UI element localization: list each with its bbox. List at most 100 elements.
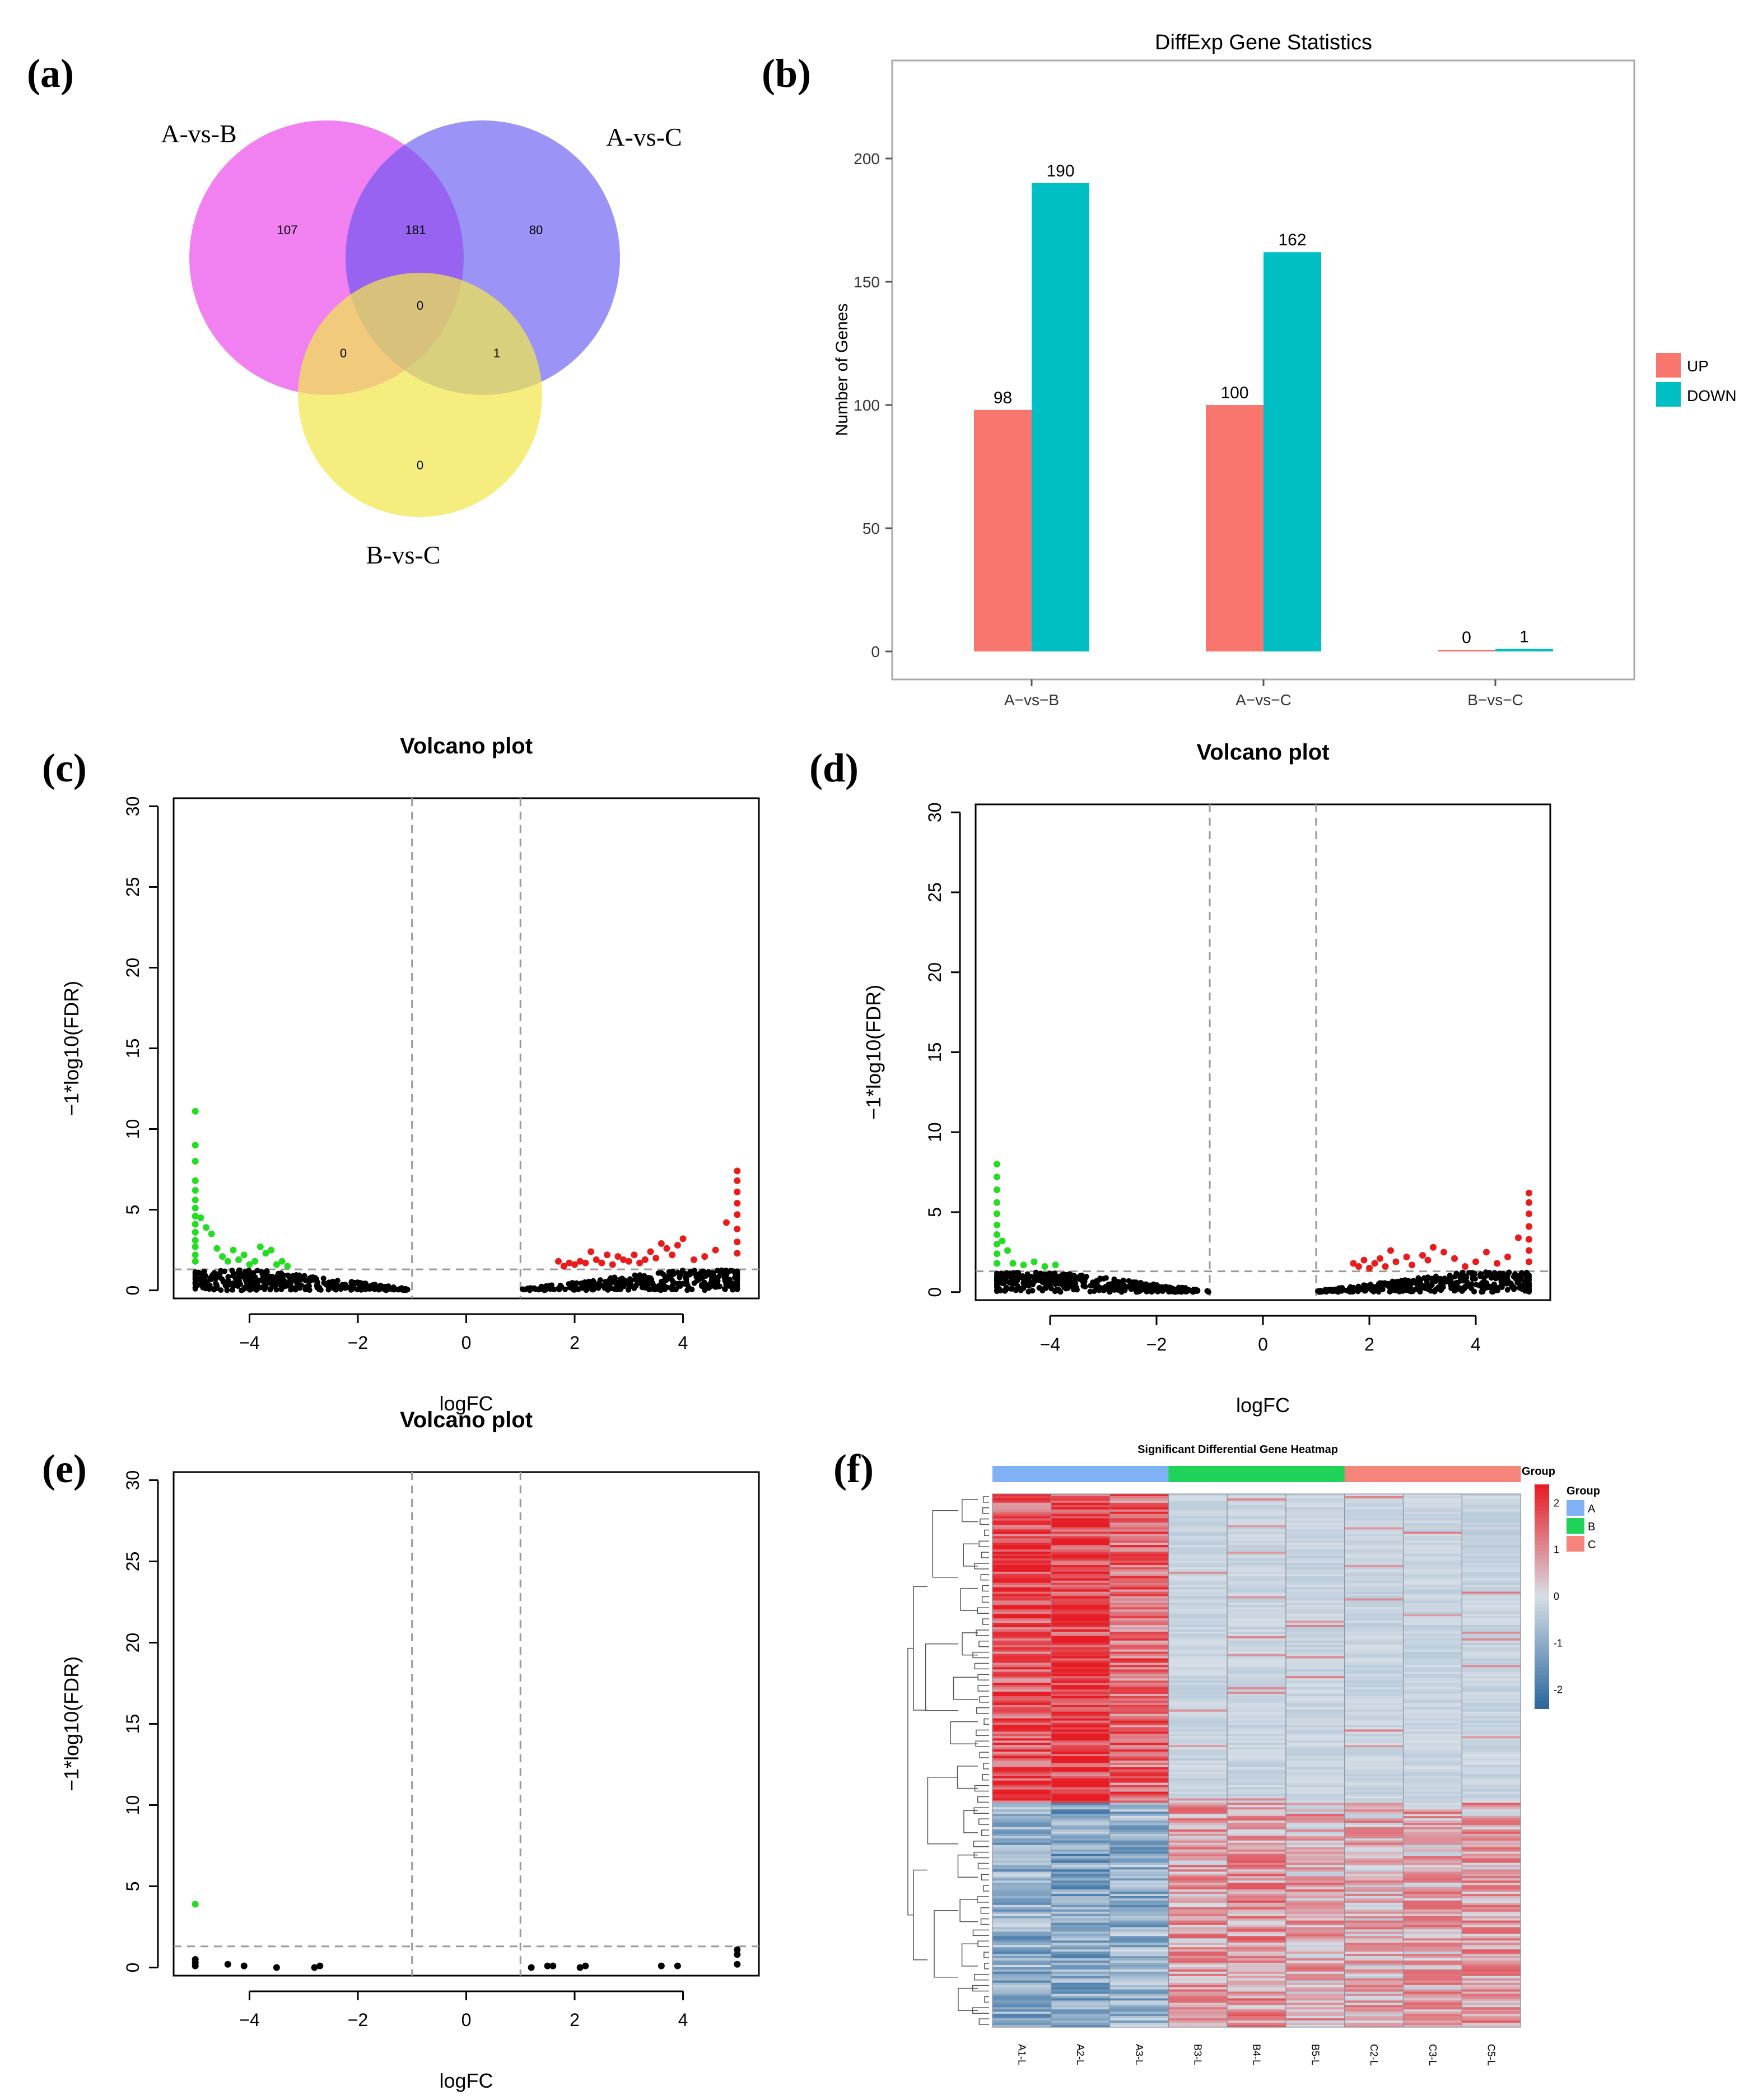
heatmap-cell <box>1051 1498 1111 1501</box>
heatmap-cell <box>1403 2003 1462 2005</box>
heatmap-cell <box>1109 1518 1169 1521</box>
volcano-point-ns <box>734 1946 741 1953</box>
volcano-point-down <box>192 1142 199 1149</box>
heatmap-cell <box>1285 1647 1345 1650</box>
heatmap-cell <box>1051 1845 1111 1848</box>
volcano-point-up <box>690 1256 697 1263</box>
volcano-point-ns <box>1345 1288 1351 1294</box>
heatmap-cell <box>1109 1573 1169 1577</box>
heatmap-cell <box>992 1902 1052 1906</box>
volcano-point-ns <box>1195 1288 1201 1294</box>
volcano-point-ns <box>649 1277 655 1283</box>
heatmap-cell <box>1109 1773 1169 1777</box>
heatmap-cell <box>1051 1860 1111 1864</box>
volcano-point-ns <box>721 1273 727 1279</box>
heatmap-cell <box>1168 1631 1228 1635</box>
heatmap-cell <box>1109 1909 1169 1912</box>
heatmap-cell <box>992 1540 1052 1543</box>
volcano-point-ns <box>619 1280 626 1286</box>
heatmap-cell <box>1344 1687 1404 1690</box>
heatmap-cell <box>992 1621 1052 1623</box>
heatmap-cell <box>1403 1769 1462 1772</box>
heatmap-cell <box>1227 1909 1286 1912</box>
heatmap-cell <box>1344 1571 1404 1575</box>
heatmap-cell <box>1109 2020 1169 2023</box>
volcano-point-up <box>1451 1255 1458 1262</box>
heatmap-cell <box>992 1805 1052 1808</box>
volcano-point-ns <box>1150 1281 1157 1287</box>
heatmap-cell <box>1344 1585 1404 1588</box>
heatmap-cell <box>1109 1656 1169 1659</box>
heatmap-cell <box>1227 1925 1286 1928</box>
heatmap-title: Significant Differential Gene Heatmap <box>1137 1444 1338 1456</box>
heatmap-cell <box>1403 1823 1462 1826</box>
heatmap-cell <box>1462 1520 1521 1524</box>
heatmap-cell <box>1109 1756 1169 1759</box>
heatmap-cell <box>1168 1547 1228 1550</box>
volcano-point-ns <box>1400 1288 1406 1294</box>
heatmap-cell <box>1344 1958 1404 1961</box>
heatmap-cell <box>1051 1761 1111 1763</box>
heatmap-cell <box>1462 1791 1521 1795</box>
heatmap-cell <box>1344 1689 1404 1692</box>
heatmap-cell <box>992 1705 1052 1708</box>
heatmap-cell <box>1462 1987 1521 1990</box>
heatmap-cell <box>1462 1945 1521 1948</box>
bar-value-label: 0 <box>1462 628 1471 647</box>
heatmap-cell <box>1344 1787 1404 1790</box>
volcano-point-ns <box>355 1287 361 1293</box>
heatmap-cell <box>1344 1911 1404 1915</box>
heatmap-cell <box>992 1954 1052 1957</box>
heatmap-cell <box>1168 1758 1228 1761</box>
volcano-x-tick-label: −4 <box>239 2010 259 2030</box>
heatmap-cell <box>1051 1545 1111 1548</box>
heatmap-cell <box>1168 1520 1228 1524</box>
heatmap-cell <box>1403 2011 1462 2014</box>
heatmap-cell <box>1168 1600 1228 1603</box>
heatmap-cell <box>1285 1603 1345 1605</box>
heatmap-cell <box>1168 1812 1228 1814</box>
heatmap-cell <box>1285 1931 1345 1934</box>
heatmap-cell <box>1227 1945 1286 1948</box>
heatmap-cell <box>1051 1633 1111 1637</box>
heatmap-cell <box>1344 1547 1404 1550</box>
heatmap-cell <box>1109 1887 1169 1890</box>
heatmap-cell <box>1285 1660 1345 1664</box>
heatmap-cell <box>1168 1505 1228 1508</box>
heatmap-cell <box>1403 1582 1462 1586</box>
heatmap-cell <box>1344 1916 1404 1919</box>
heatmap-cell <box>1168 1713 1228 1717</box>
heatmap-cell <box>1227 1505 1286 1508</box>
heatmap-cell <box>1109 2003 1169 2005</box>
heatmap-cell <box>1051 1543 1111 1545</box>
heatmap-cell <box>1403 1511 1462 1515</box>
color-scale-segment <box>1535 1697 1549 1702</box>
heatmap-cell <box>1403 1954 1462 1957</box>
heatmap-cell <box>1403 1773 1462 1777</box>
heatmap-cell <box>1227 1520 1286 1524</box>
heatmap-cell <box>1051 1971 1111 1975</box>
color-scale-segment <box>1535 1540 1549 1545</box>
heatmap-cell <box>1109 1871 1169 1874</box>
heatmap-cell <box>1462 1498 1521 1501</box>
heatmap-cell <box>1462 1922 1521 1926</box>
heatmap-cell <box>1403 1764 1462 1768</box>
heatmap-cell <box>1109 1545 1169 1548</box>
heatmap-cell <box>1227 1649 1286 1652</box>
dendrogram-branch <box>953 1677 978 1700</box>
heatmap-cell <box>1403 1713 1462 1717</box>
heatmap-cell <box>1109 1525 1169 1528</box>
heatmap-cell <box>1344 1549 1404 1552</box>
volcano-point-ns <box>1460 1273 1466 1279</box>
heatmap-cell <box>1462 1940 1521 1943</box>
heatmap-cell <box>1227 1562 1286 1566</box>
dendrogram-branch <box>963 1543 978 1567</box>
dendrogram-branch <box>962 1499 978 1522</box>
heatmap-cell <box>1227 1745 1286 1748</box>
heatmap-cell <box>1344 1582 1404 1586</box>
heatmap-cell <box>1285 1762 1345 1766</box>
heatmap-cell <box>992 1976 1052 1979</box>
heatmap-cell <box>1051 1776 1111 1779</box>
bar-x-tick-label: B−vs−C <box>1467 691 1523 709</box>
heatmap-cell <box>1285 1936 1345 1939</box>
